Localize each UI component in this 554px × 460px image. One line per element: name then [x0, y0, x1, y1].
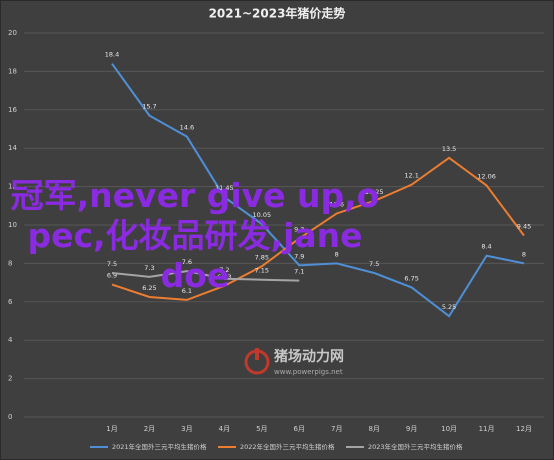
- data-label: 5.25: [442, 303, 456, 311]
- data-label: 10.05: [253, 211, 272, 219]
- data-label: 18.4: [105, 51, 119, 59]
- data-label: 6.83: [217, 273, 231, 281]
- data-label: 12.1: [404, 172, 418, 180]
- x-tick-label: 2月: [144, 425, 155, 433]
- y-tick-label: 4: [8, 336, 13, 344]
- data-label: 7.5: [369, 260, 379, 268]
- legend-label: 2021年全国外三元平均生猪价格: [112, 442, 207, 451]
- data-label: 13.5: [442, 145, 456, 153]
- x-tick-label: 3月: [181, 425, 192, 433]
- data-label: 6.75: [404, 274, 418, 282]
- x-tick-label: 8月: [368, 425, 379, 433]
- data-label: 10.6: [329, 200, 343, 208]
- legend-label: 2023年全国外三元平均生猪价格: [368, 442, 463, 451]
- data-label: 7.9: [294, 252, 304, 260]
- data-label: 7.3: [144, 264, 154, 272]
- x-tick-label: 5月: [256, 425, 267, 433]
- data-label: 6.25: [142, 284, 156, 292]
- x-tick-label: 6月: [294, 425, 305, 433]
- data-label: 6.9: [107, 272, 117, 280]
- legend-label: 2022年全国外三元平均生猪价格: [240, 442, 335, 451]
- y-tick-label: 16: [8, 106, 17, 114]
- x-tick-label: 1月: [106, 425, 117, 433]
- watermark-url: www.powerpigs.net: [274, 368, 343, 376]
- y-tick-label: 14: [8, 144, 17, 152]
- chart-title: 2021~2023年猪价走势: [209, 6, 346, 21]
- y-tick-label: 0: [8, 413, 12, 421]
- data-label: 9.45: [517, 223, 531, 231]
- x-tick-label: 9月: [406, 425, 417, 433]
- x-tick-label: 10月: [441, 425, 457, 433]
- data-label: 14.6: [180, 124, 194, 132]
- data-label: 8: [335, 250, 339, 258]
- data-label: 12.06: [477, 172, 496, 180]
- y-tick-label: 10: [8, 221, 17, 229]
- data-label: 7.85: [255, 253, 269, 261]
- y-tick-label: 6: [8, 298, 13, 306]
- y-tick-label: 8: [8, 259, 12, 267]
- data-label: 7.2: [219, 266, 229, 274]
- data-label: 11.45: [215, 184, 234, 192]
- data-label: 8: [522, 250, 526, 258]
- line-series: [111, 270, 300, 282]
- watermark-text: 猪场动力网: [273, 348, 344, 365]
- y-tick-label: 20: [8, 29, 17, 37]
- y-tick-label: 18: [8, 67, 17, 75]
- x-tick-label: 11月: [479, 425, 495, 433]
- y-tick-label: 2: [8, 375, 12, 383]
- data-label: 7.1: [294, 268, 304, 276]
- data-label: 11.25: [365, 188, 384, 196]
- overlay-text: 冠军,never give up,opec,化妆品研发,jane doe: [10, 176, 380, 295]
- data-label: 7.15: [255, 267, 269, 275]
- data-label: 9.3: [294, 225, 304, 233]
- data-label: 15.7: [142, 103, 156, 111]
- x-tick-label: 7月: [331, 425, 342, 433]
- watermark: 猪场动力网 www.powerpigs.net: [244, 348, 344, 376]
- x-tick-label: 12月: [516, 425, 532, 433]
- x-tick-label: 4月: [219, 425, 230, 433]
- data-label: 7.5: [107, 260, 117, 268]
- line-series: [111, 156, 525, 301]
- data-label: 8.4: [481, 243, 491, 251]
- data-label: 6.1: [182, 287, 192, 295]
- y-tick-label: 12: [8, 183, 17, 191]
- data-label: 7.6: [182, 258, 192, 266]
- line-series: [111, 63, 525, 318]
